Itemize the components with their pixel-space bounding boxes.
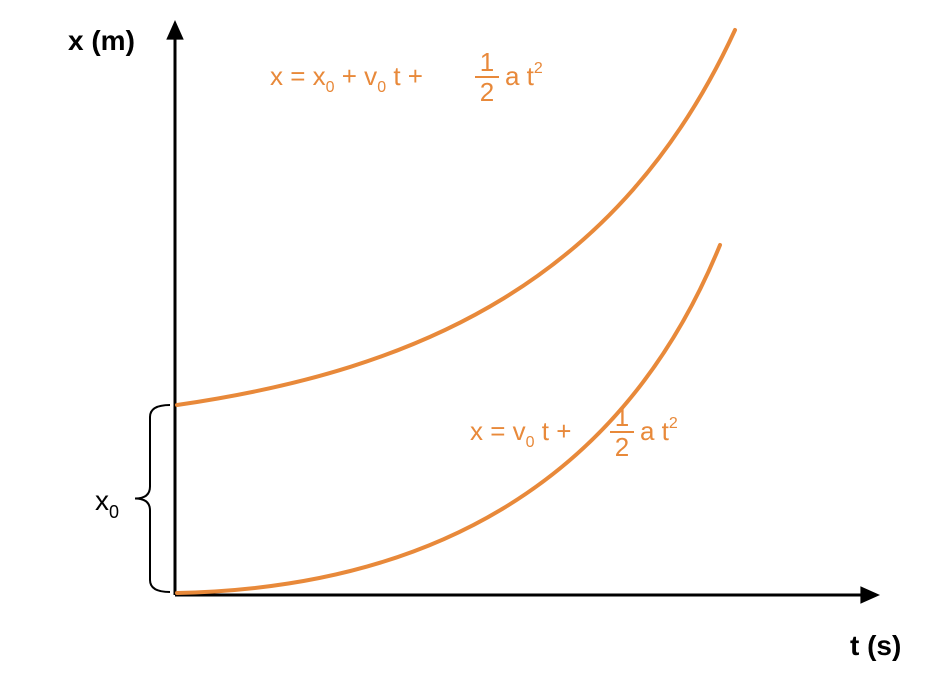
x0-sub: 0 — [109, 502, 119, 522]
x-var: t — [850, 630, 859, 661]
x0-var: x — [95, 485, 109, 516]
physics-diagram: x (m) t (s) x0 x = x0 + v0 t + 1 2 a t2 … — [0, 0, 936, 693]
eq-upper-left: x = x0 + v0 t + — [270, 61, 423, 96]
background — [0, 0, 936, 693]
eq-upper-frac-num: 1 — [480, 47, 494, 77]
eq-lower-left: x = v0 t + — [470, 416, 571, 451]
y-unit: (m) — [91, 25, 135, 56]
eq-lower-frac-den: 2 — [615, 432, 629, 462]
eq-lower-frac-num: 1 — [615, 402, 629, 432]
x-unit: (s) — [867, 630, 901, 661]
eq-upper-frac-den: 2 — [480, 77, 494, 107]
y-var: x — [68, 25, 84, 56]
x-axis-label: t (s) — [850, 630, 901, 661]
y-axis-label: x (m) — [68, 25, 135, 56]
